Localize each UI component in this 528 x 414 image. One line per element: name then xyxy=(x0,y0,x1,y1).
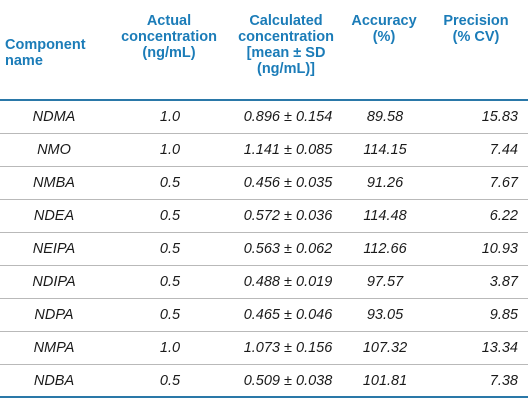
component-name-cell: NMO xyxy=(37,142,71,158)
actual-concentration-cell: 1.0 xyxy=(159,109,181,125)
table-row: NDMA 1.0 0.896 ± 0.154 89.58 15.83 xyxy=(0,101,528,134)
calculated-concentration-cell: 0.509 ± 0.038 xyxy=(243,372,333,389)
accuracy-cell: 89.58 xyxy=(366,109,404,125)
accuracy-cell: 114.15 xyxy=(363,142,407,158)
accuracy-cell: 112.66 xyxy=(363,241,407,257)
header-actual-concentration: Actual concentration (ng/mL) xyxy=(121,13,217,61)
calculated-concentration-cell: 0.572 ± 0.036 xyxy=(243,208,333,224)
table-row: NDEA 0.5 0.572 ± 0.036 114.48 6.22 xyxy=(0,200,528,233)
calculated-concentration-cell: 0.563 ± 0.062 xyxy=(243,241,333,257)
table-header: Component name Actual concentration (ng/… xyxy=(0,0,528,97)
actual-concentration-cell: 0.5 xyxy=(159,175,181,191)
accuracy-cell: 107.32 xyxy=(362,340,408,356)
precision-cell: 7.67 xyxy=(489,175,518,191)
calculated-concentration-cell: 1.141 ± 0.085 xyxy=(243,142,333,158)
accuracy-cell: 93.05 xyxy=(366,307,404,323)
actual-concentration-cell: 0.5 xyxy=(159,208,181,224)
table-row: NMO 1.0 1.141 ± 0.085 114.15 7.44 xyxy=(0,134,528,167)
table-row: NDBA 0.5 0.509 ± 0.038 101.81 7.38 xyxy=(0,365,528,398)
component-name-cell: NMBA xyxy=(33,175,75,191)
component-name-cell: NDMA xyxy=(32,109,76,125)
accuracy-cell: 101.81 xyxy=(362,372,408,389)
precision-cell: 6.22 xyxy=(489,208,518,224)
precision-cell: 10.93 xyxy=(481,241,518,257)
precision-cell: 15.83 xyxy=(481,109,518,125)
component-name-cell: NMPA xyxy=(33,340,75,356)
table-row: NMPA 1.0 1.073 ± 0.156 107.32 13.34 xyxy=(0,332,528,365)
component-name-cell: NDEA xyxy=(33,208,75,224)
accuracy-cell: 114.48 xyxy=(363,208,407,224)
actual-concentration-cell: 1.0 xyxy=(159,340,181,356)
table-row: NEIPA 0.5 0.563 ± 0.062 112.66 10.93 xyxy=(0,233,528,266)
calculated-concentration-cell: 0.488 ± 0.019 xyxy=(243,274,333,290)
header-precision: Precision (% CV) xyxy=(443,13,509,45)
calculated-concentration-cell: 1.073 ± 0.156 xyxy=(243,340,333,356)
actual-concentration-cell: 0.5 xyxy=(159,274,181,290)
header-component-name: Component name xyxy=(5,37,86,69)
actual-concentration-cell: 0.5 xyxy=(159,372,181,389)
table-body: NDMA 1.0 0.896 ± 0.154 89.58 15.83 NMO 1… xyxy=(0,101,528,398)
actual-concentration-cell: 1.0 xyxy=(159,142,181,158)
table-row: NDIPA 0.5 0.488 ± 0.019 97.57 3.87 xyxy=(0,266,528,299)
table-row: NMBA 0.5 0.456 ± 0.035 91.26 7.67 xyxy=(0,167,528,200)
header-divider xyxy=(0,99,528,101)
actual-concentration-cell: 0.5 xyxy=(159,241,181,257)
header-accuracy: Accuracy (%) xyxy=(351,13,417,45)
component-name-cell: NDIPA xyxy=(32,274,76,290)
accuracy-cell: 97.57 xyxy=(366,274,404,290)
precision-cell: 7.44 xyxy=(489,142,518,158)
calculated-concentration-cell: 0.465 ± 0.046 xyxy=(243,307,333,323)
calculated-concentration-cell: 0.456 ± 0.035 xyxy=(243,175,333,191)
calculated-concentration-cell: 0.896 ± 0.154 xyxy=(243,109,333,125)
component-name-cell: NDPA xyxy=(34,307,74,323)
table-row: NDPA 0.5 0.465 ± 0.046 93.05 9.85 xyxy=(0,299,528,332)
precision-cell: 7.38 xyxy=(489,372,518,389)
component-name-cell: NDBA xyxy=(33,372,75,389)
component-name-cell: NEIPA xyxy=(32,241,76,257)
precision-cell: 13.34 xyxy=(481,340,518,356)
header-calculated-concentration: Calculated concentration [mean ± SD (ng/… xyxy=(238,13,334,77)
accuracy-cell: 91.26 xyxy=(366,175,404,191)
precision-cell: 9.85 xyxy=(489,307,518,323)
actual-concentration-cell: 0.5 xyxy=(159,307,181,323)
precision-cell: 3.87 xyxy=(489,274,518,290)
